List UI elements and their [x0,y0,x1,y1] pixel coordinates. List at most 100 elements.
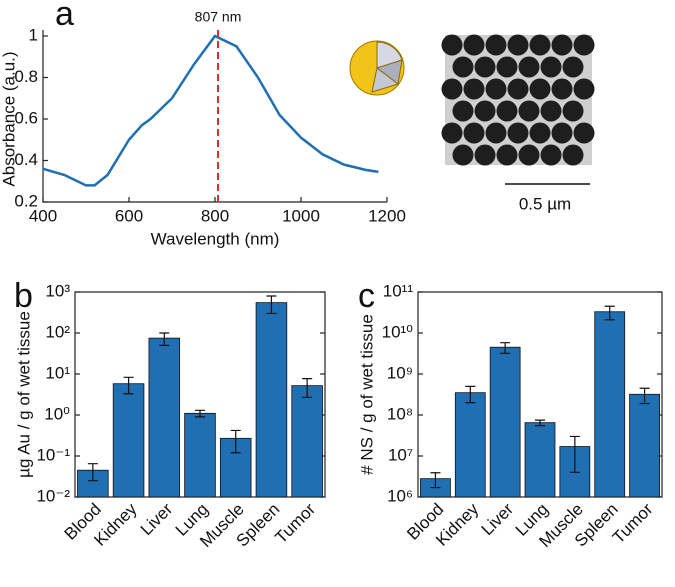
x-axis-label: Wavelength (nm) [151,229,280,248]
y-tick-label: 10⁸ [387,404,413,423]
axes [42,30,387,203]
y-tick-label: 10⁹ [387,363,413,382]
bar [291,385,323,498]
y-tick-label: 10⁶ [387,486,413,505]
particle [562,56,584,78]
particle [551,78,573,100]
particle [463,34,485,56]
bar [629,393,660,498]
particle [518,144,540,166]
particle [474,100,496,122]
x-tick-label: 1000 [282,206,320,225]
y-tick-label: 10¹¹ [383,281,414,300]
particle [441,34,463,56]
y-tick-label: 10⁷ [388,445,413,464]
error-bar [639,387,650,405]
error-bar [195,409,205,418]
particle [529,122,551,144]
particle [496,56,518,78]
particle [452,100,474,122]
y-tick-label: 10¹⁰ [382,322,414,341]
x-tick-label: 400 [29,206,57,225]
error-bar [302,378,313,398]
particle [562,100,584,122]
particle [441,78,463,100]
bar [148,337,181,498]
y-tick-label: 10³ [45,281,70,300]
particle [518,56,540,78]
error-bar [500,342,511,354]
particle [485,34,507,56]
y-axis-label: Absorbance (a.u.) [0,51,18,186]
bar [112,383,145,498]
particle [452,144,474,166]
y-axis-label: µg Au / g of wet tissue [14,311,33,478]
particle [529,78,551,100]
x-tick-label: Tumor [271,499,319,547]
error-bar [123,376,134,395]
y-tick-label: 1 [29,25,38,44]
bar [489,346,521,498]
particle [485,78,507,100]
y-tick-label: 0.8 [14,67,38,86]
line [42,34,379,187]
particle [573,122,595,144]
particle [507,78,529,100]
x-tick-label: 800 [201,206,229,225]
particle [507,34,529,56]
x-tick-label: 1200 [368,206,406,225]
panel-letter: a [55,0,74,33]
y-tick-label: 10⁻¹ [36,445,70,464]
x-tick-label: Tumor [609,499,657,547]
particle [463,122,485,144]
error-bar [465,385,476,404]
particle [562,144,584,166]
x-tick-label: Liver [478,499,518,539]
particle [573,78,595,100]
y-axis-label: # NS / g of wet tissue [357,314,376,475]
particle [529,34,551,56]
error-bar [535,419,545,427]
particle [540,144,562,166]
particle [496,144,518,166]
error-bar [87,463,98,482]
error-bar [266,295,277,315]
error-bar [569,435,580,473]
particle [551,34,573,56]
bar [594,311,626,498]
y-tick-label: 0.6 [14,108,38,127]
y-tick-label: 0.2 [14,191,38,210]
particle [496,100,518,122]
particle [474,144,496,166]
bar [454,392,486,498]
y-tick-label: 10⁰ [44,404,70,423]
particle [463,78,485,100]
x-tick-label: Liver [137,499,177,539]
y-tick-label: 10² [45,322,70,341]
particle [485,122,507,144]
error-bar [430,472,441,489]
particle [441,122,463,144]
error-bar [604,305,615,321]
particle [540,56,562,78]
error-bar [159,332,170,346]
tem-image [441,34,595,166]
nanoshell-illustration [349,40,405,96]
bar [184,412,216,498]
panel-letter: c [358,277,375,315]
annotation-label: 807 nm [195,9,242,25]
particle [518,100,540,122]
particle [573,34,595,56]
particle [507,122,529,144]
y-tick-label: 10⁻² [36,486,70,505]
y-tick-label: 10¹ [45,363,70,382]
bar [524,422,556,498]
particle [540,100,562,122]
y-tick-label: 0.4 [14,150,38,169]
x-tick-label: 600 [115,206,143,225]
error-bar [230,429,241,454]
particle [474,56,496,78]
bar [255,302,288,498]
particle [551,122,573,144]
